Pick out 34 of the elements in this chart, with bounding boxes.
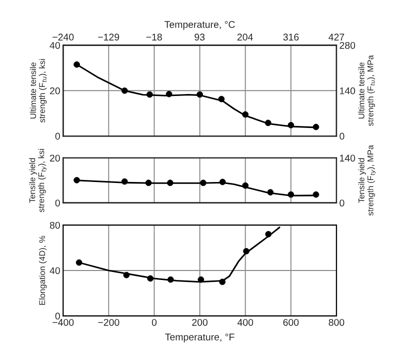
y2-axis-title: Tensile yield strength (F$_{ty}$), MPa [358, 144, 376, 216]
y-tick-label: 40 [50, 267, 60, 274]
y2-axis-title: Ultimate tensile strength (F$_{tu}$), MPa [358, 55, 375, 126]
x-tick-label: 200 [192, 318, 208, 326]
x2-tick-label: −129 [98, 34, 120, 41]
x2-tick-label: −240 [52, 34, 74, 41]
y-axis-title: Elongation (4D), % [38, 236, 47, 305]
y-axis-title: Ultimate tensile strength (F$_{tu}$), ksi [30, 59, 47, 123]
x-tick-label: 600 [283, 318, 299, 326]
y-tick-label: 20 [50, 87, 60, 94]
y-tick-label: 0 [55, 200, 60, 206]
x-tick-label: 800 [328, 318, 344, 326]
y2-tick-label: 0 [340, 200, 344, 206]
x2-tick-label: 316 [283, 34, 299, 41]
y2-tick-label: 0 [340, 132, 344, 140]
x2-tick-label: 204 [237, 34, 253, 41]
y2-tick-label: 280 [340, 42, 356, 49]
y2-tick-label: 140 [340, 154, 356, 162]
x-tick-label: −400 [52, 318, 74, 326]
y-tick-label: 0 [55, 132, 60, 140]
x2-tick-label: −18 [146, 34, 162, 41]
x-axis-title: Temperature, °F [165, 334, 234, 342]
y-axis-title: Tensile yield strength (F$_{ty}$), ksi [29, 149, 47, 212]
x-tick-label: 0 [152, 318, 157, 326]
x2-tick-label: 93 [194, 34, 205, 41]
x-tick-label: 400 [237, 318, 254, 326]
y-tick-label: 80 [50, 222, 60, 229]
y-tick-label: 20 [50, 154, 60, 162]
x2-tick-label: 427 [328, 34, 344, 40]
x-tick-label: −200 [98, 318, 120, 326]
y-tick-label: 40 [50, 42, 60, 49]
y-tick-label: 0 [55, 312, 60, 320]
x2-axis-title: Temperature, °C [164, 21, 235, 30]
y2-tick-label: 140 [340, 87, 356, 94]
